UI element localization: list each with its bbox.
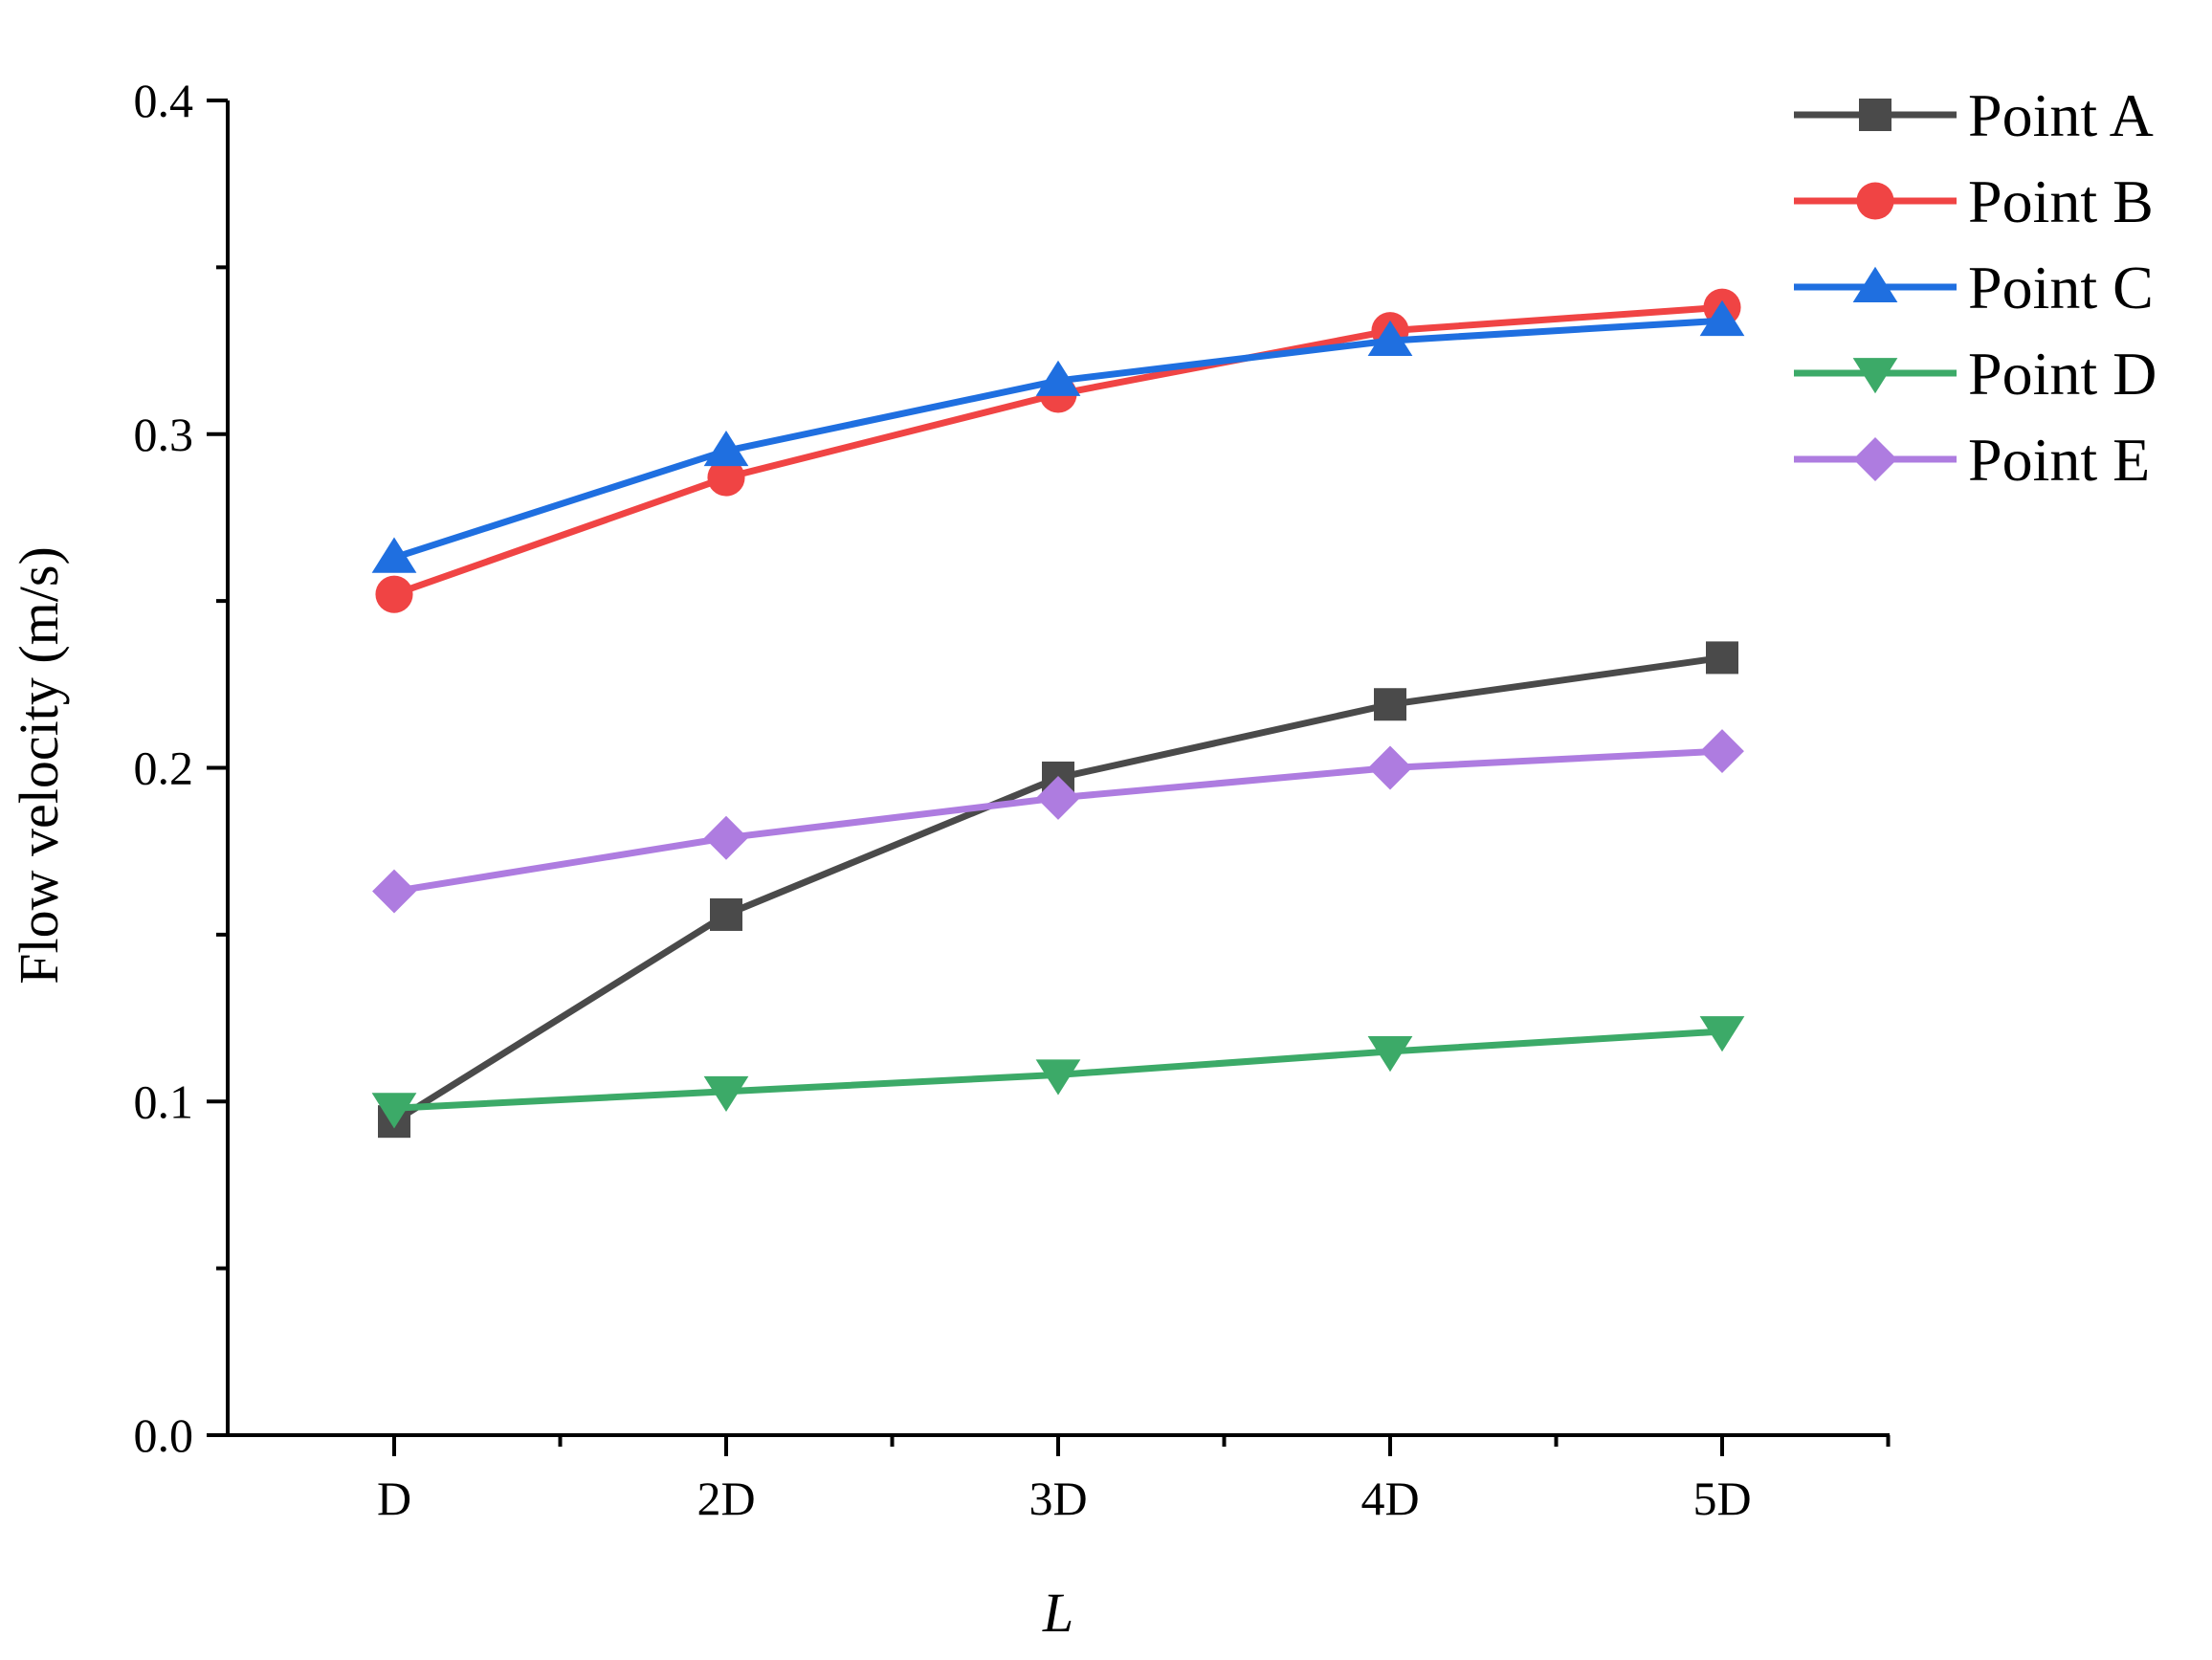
legend-label: Point A: [1968, 81, 2154, 149]
data-point-point-c: [1035, 360, 1081, 396]
legend-label: Point B: [1968, 167, 2154, 235]
y-tick-label: 0.2: [134, 741, 194, 795]
legend-marker: [1856, 182, 1894, 220]
y-tick-label: 0.3: [134, 408, 194, 461]
data-point-point-a: [1374, 688, 1406, 721]
legend: Point A Point B Point C Point D Point E: [1794, 81, 2157, 494]
x-axis-title: L: [1042, 1582, 1073, 1644]
legend-label: Point C: [1968, 254, 2154, 321]
data-point-point-c: [1367, 320, 1413, 357]
x-tick-label: 2D: [697, 1472, 755, 1525]
data-point-point-e: [704, 815, 748, 860]
data-point-point-e: [1700, 729, 1744, 774]
data-point-point-d: [703, 1075, 749, 1113]
data-point-point-d: [1367, 1036, 1413, 1073]
legend-marker: [1852, 358, 1898, 394]
legend-item-point-e: Point E: [1794, 426, 2150, 494]
data-point-point-d: [1035, 1059, 1081, 1096]
x-tick-label: 3D: [1029, 1472, 1087, 1525]
axes: 0.0 0.1 0.2 0.3 0.4 D 2D 3D 4D 5D: [134, 74, 1891, 1525]
legend-item-point-c: Point C: [1794, 254, 2154, 321]
data-point-point-e: [372, 869, 416, 914]
legend-label: Point D: [1968, 340, 2157, 408]
data-point-point-a: [710, 897, 742, 931]
series-point-c: [371, 299, 1745, 573]
x-tick-label: 4D: [1360, 1472, 1419, 1525]
data-point-point-d: [371, 1093, 417, 1129]
series-point-d: [371, 1016, 1745, 1129]
x-tick-label: D: [377, 1472, 411, 1525]
data-point-point-e: [1036, 775, 1080, 820]
y-tick-label: 0.4: [134, 74, 194, 127]
series-line-point-b: [392, 303, 1723, 598]
y-tick-label: 0.1: [134, 1074, 194, 1128]
x-tick-label: 5D: [1692, 1472, 1751, 1525]
data-point-point-e: [1368, 745, 1412, 790]
data-point-point-a: [1706, 641, 1738, 675]
data-point-point-b: [375, 575, 413, 613]
data-point-point-d: [1699, 1016, 1745, 1052]
data-point-point-c: [703, 430, 749, 467]
y-tick-label: 0.0: [134, 1408, 194, 1462]
series-layer: [371, 288, 1745, 1139]
series-point-b: [375, 288, 1741, 613]
legend-marker: [1853, 437, 1897, 481]
legend-marker: [1852, 266, 1898, 302]
legend-item-point-b: Point B: [1794, 167, 2154, 235]
y-axis-title: Flow velocity (m/s): [8, 546, 70, 985]
legend-label: Point E: [1968, 426, 2150, 494]
series-point-e: [372, 729, 1744, 914]
data-point-point-c: [371, 537, 417, 573]
legend-item-point-d: Point D: [1794, 340, 2157, 408]
series-line-point-a: [392, 653, 1723, 1125]
data-point-point-c: [1699, 299, 1745, 337]
data-point-point-b: [707, 458, 745, 497]
legend-item-point-a: Point A: [1794, 81, 2154, 149]
legend-marker: [1859, 99, 1891, 131]
